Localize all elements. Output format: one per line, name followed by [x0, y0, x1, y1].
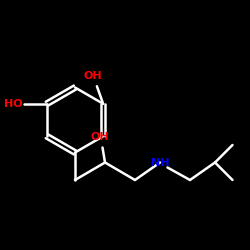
Text: OH: OH — [84, 71, 102, 81]
Text: NH: NH — [151, 158, 169, 168]
Text: OH: OH — [91, 132, 109, 142]
Text: HO: HO — [4, 99, 22, 109]
